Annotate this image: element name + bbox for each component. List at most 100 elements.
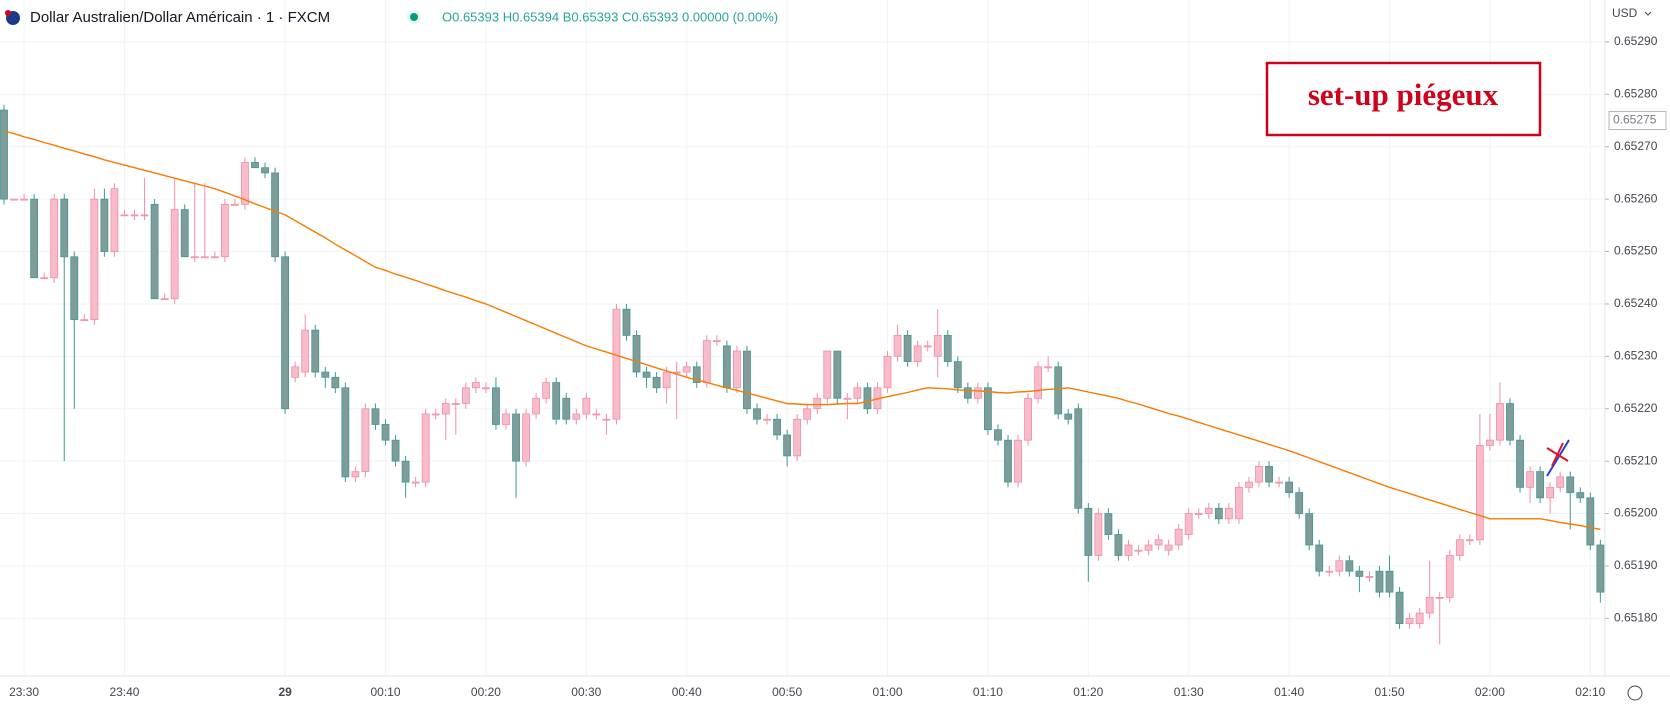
candle-body [1064,413,1073,420]
candle-body [1184,513,1193,535]
candle-body [1455,539,1464,556]
candle-body [1475,445,1484,541]
price-tag-box [1608,111,1667,131]
x-tick-label: 01:40 [1274,685,1304,699]
y-tick-label: 0.65260 [1614,191,1658,205]
candle-body [994,429,1002,441]
y-tick-label: 0.65190 [1614,558,1658,572]
candle-body [1566,476,1575,493]
candle-body [1074,408,1083,509]
candle-body [70,256,79,321]
candle-body [1014,439,1022,483]
x-tick-label: 01:10 [973,685,1003,699]
candle-body [1265,465,1273,483]
candle-body [100,198,109,252]
candle-body [1024,397,1032,441]
candle-body [1315,544,1324,572]
candle-body [522,413,530,462]
y-tick-label: 0.65230 [1614,349,1658,363]
candle-body [722,345,731,389]
x-tick-label: 02:00 [1475,685,1505,699]
candle-body [512,413,520,462]
candle-body [733,350,741,389]
candle-body [200,256,209,259]
auto-scale-button[interactable] [1627,685,1643,701]
candle-body [461,387,470,404]
candle-body [451,403,460,405]
candle-body [381,424,390,441]
candle-body [542,382,551,399]
candle-body [1365,576,1374,578]
candle-body [1425,596,1434,614]
candle-body [321,371,330,378]
candle-body [1596,544,1605,593]
candle-body [371,408,380,425]
candle-body [1385,570,1394,593]
candle-body [401,460,410,483]
flag-icon-detail [5,10,11,16]
candle-body [1084,507,1093,556]
status-dot [410,13,418,21]
candle-body [1174,528,1183,546]
candle-body [60,198,69,258]
candle-body [331,376,340,389]
candle-body [1295,492,1304,514]
candle-body [903,334,912,362]
candle-body [210,256,219,259]
candle-body [973,387,982,399]
currency-label[interactable]: USD [1612,6,1638,20]
candle-body [1104,513,1113,535]
candle-body [40,277,49,280]
candle-body [251,162,259,169]
candle-body [1516,439,1524,488]
candle-body [712,340,721,343]
x-tick-label: 29 [278,685,292,699]
candle-body [1355,570,1364,577]
candle-body [391,439,400,462]
x-tick-label: 23:30 [9,685,39,699]
candle-body [1214,507,1223,520]
candle-body [953,361,962,389]
candle-body [0,109,8,200]
candle-body [1496,403,1504,441]
candle-body [441,403,450,415]
candle-body [552,382,561,420]
candle-body [341,387,350,478]
candle-body [1526,471,1534,488]
candle-body [1224,507,1233,520]
candle-body [30,198,39,279]
candle-body [1576,492,1585,499]
candle-body [110,188,119,252]
y-tick-label: 0.65280 [1614,86,1658,100]
candle-body [1194,513,1203,515]
candle-body [20,198,28,201]
candle-body [1285,481,1294,493]
y-tick-label: 0.65290 [1614,34,1658,48]
candle-body [753,408,761,420]
candle-body [793,418,802,457]
ohlc-values: O0.65393 H0.65394 B0.65393 C0.65393 0.00… [442,9,778,24]
candle-body [180,209,189,258]
candle-body [502,413,510,425]
candle-body [1204,507,1213,514]
candle-body [622,308,631,336]
candle-body [823,350,832,399]
candle-body [863,387,872,410]
y-tick-label: 0.65200 [1614,506,1658,520]
candle-body [271,172,279,258]
candle-body [642,371,651,378]
x-tick-label: 01:30 [1174,685,1204,699]
candle-body [933,334,942,357]
candle-body [492,387,500,425]
symbol-title[interactable]: Dollar Australien/Dollar Américain · 1 ·… [30,9,330,26]
candle-body [813,397,822,410]
y-tick-label: 0.65270 [1614,139,1658,153]
candle-body [1245,481,1253,488]
candle-body [482,387,490,390]
candle-body [682,366,691,373]
candle-body [743,350,751,410]
candle-body [1395,591,1404,624]
candle-body [963,387,972,399]
candle-body [702,340,711,383]
